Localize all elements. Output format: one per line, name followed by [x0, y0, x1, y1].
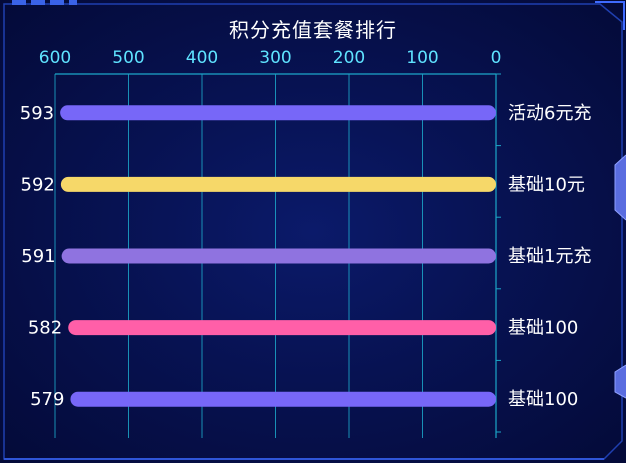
bars: [60, 105, 497, 407]
bar: [61, 248, 497, 264]
bar-value-label: 591: [21, 246, 55, 267]
bar-value-label: 593: [20, 103, 54, 124]
category-label: 基础100: [508, 389, 578, 410]
x-tick-label: 600: [39, 48, 71, 68]
x-tick-label: 100: [406, 48, 438, 68]
axes: 0 100 200 300 400 500 600: [39, 48, 502, 438]
labels: 593 活动6元充 592 基础10元 591 基础1元充 582 基础100 579 基础100: [20, 103, 592, 410]
category-label: 活动6元充: [508, 103, 591, 124]
chart-title: 积分充值套餐排行: [229, 18, 397, 42]
x-tick-label: 0: [491, 48, 502, 68]
x-tick-label: 200: [333, 48, 365, 68]
bar: [60, 176, 496, 192]
bar: [68, 320, 496, 336]
bar-value-label: 582: [28, 318, 62, 339]
bar-value-label: 579: [30, 389, 64, 410]
bar: [60, 105, 497, 121]
bar-value-label: 592: [21, 174, 55, 195]
category-label: 基础10元: [508, 174, 585, 195]
category-label: 基础100: [508, 318, 578, 339]
x-tick-label: 400: [186, 48, 218, 68]
category-label: 基础1元充: [508, 246, 591, 267]
x-tick-label: 300: [259, 48, 291, 68]
bar: [70, 391, 496, 407]
x-tick-label: 500: [112, 48, 144, 68]
